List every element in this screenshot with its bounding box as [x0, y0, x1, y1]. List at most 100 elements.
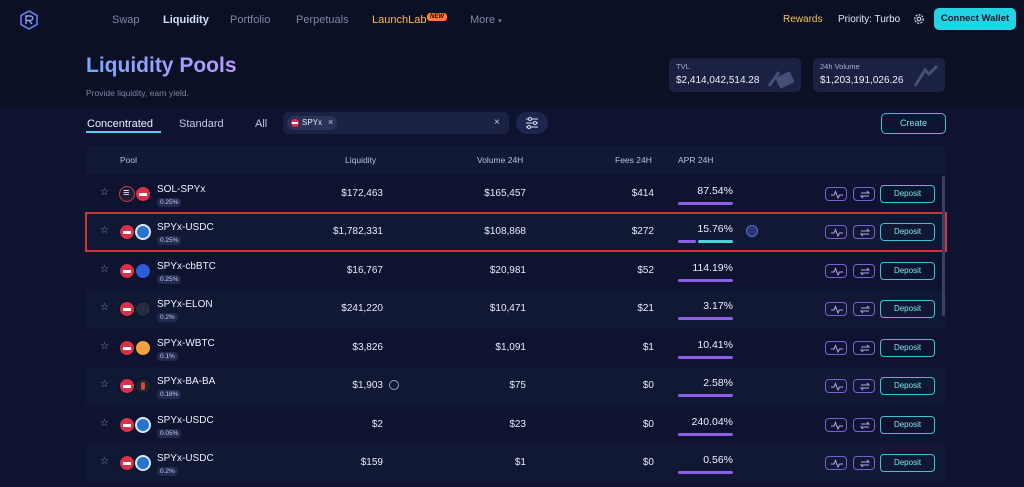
- deposit-button[interactable]: Deposit: [880, 300, 935, 318]
- clear-search-icon[interactable]: ×: [494, 117, 500, 128]
- nav-perpetuals[interactable]: Perpetuals: [296, 14, 349, 26]
- apr-bar-rewards: [698, 240, 733, 243]
- liquidity-value: $172,463: [341, 188, 383, 199]
- deposit-button[interactable]: Deposit: [880, 377, 935, 395]
- volume-value: $108,868: [484, 226, 526, 237]
- apr-bar: [678, 279, 733, 282]
- swap-icon: [859, 382, 871, 391]
- star-icon[interactable]: ☆: [100, 341, 109, 352]
- nav-portfolio[interactable]: Portfolio: [230, 14, 271, 26]
- swap-button[interactable]: [853, 264, 875, 278]
- filter-chip[interactable]: SPYx ×: [287, 116, 337, 130]
- elon-token-icon: [135, 301, 151, 317]
- nav-more[interactable]: More ▾: [470, 14, 502, 26]
- star-icon[interactable]: ☆: [100, 456, 109, 467]
- col-liquidity[interactable]: Liquidity: [345, 155, 377, 165]
- table-row[interactable]: ☆ SPYx-USDC 0.05% $2 $23 $0 240.04% Depo…: [86, 406, 946, 444]
- chart-button[interactable]: [825, 379, 847, 393]
- chart-button[interactable]: [825, 456, 847, 470]
- spyx-token-icon: [119, 263, 135, 279]
- spyx-token-icon: [119, 301, 135, 317]
- deposit-button[interactable]: Deposit: [880, 262, 935, 280]
- chart-button[interactable]: [825, 418, 847, 432]
- star-icon[interactable]: ☆: [100, 302, 109, 313]
- nav-liquidity[interactable]: Liquidity: [163, 14, 209, 26]
- table-row[interactable]: ☆ SOL-SPYx 0.25% $172,463 $165,457 $414 …: [86, 175, 946, 213]
- tab-concentrated[interactable]: Concentrated: [87, 118, 154, 130]
- page-title: Liquidity Pools: [86, 54, 237, 77]
- liquidity-value: $1,903: [352, 380, 383, 391]
- deposit-button[interactable]: Deposit: [880, 454, 935, 472]
- chevron-down-icon: ▾: [498, 18, 502, 25]
- swap-button[interactable]: [853, 456, 875, 470]
- col-pool[interactable]: Pool: [120, 155, 138, 165]
- create-button[interactable]: Create: [881, 113, 946, 134]
- tab-standard[interactable]: Standard: [179, 118, 224, 130]
- table-row[interactable]: ☆ SPYx-USDC 0.2% $159 $1 $0 0.56% Deposi…: [86, 444, 946, 482]
- table-row[interactable]: ☆ SPYx-cbBTC 0.25% $16,767 $20,981 $52 1…: [86, 252, 946, 290]
- swap-button[interactable]: [853, 379, 875, 393]
- chart-button[interactable]: [825, 264, 847, 278]
- refresh-icon: [389, 380, 399, 390]
- chart-button[interactable]: [825, 341, 847, 355]
- page-subtitle: Provide liquidity, earn yield.: [86, 88, 189, 98]
- star-icon[interactable]: ☆: [100, 379, 109, 390]
- gear-icon[interactable]: [912, 12, 926, 26]
- chart-button[interactable]: [825, 302, 847, 316]
- star-icon[interactable]: ☆: [100, 225, 109, 236]
- table-row[interactable]: ☆ SPYx-USDC 0.25% $1,782,331 $108,868 $2…: [85, 212, 947, 252]
- table-row[interactable]: ☆ SPYx-BA-BA 0.18% $1,903 $75 $0 2.58% D…: [86, 367, 946, 405]
- chart-deco-icon: [913, 64, 939, 87]
- swap-button[interactable]: [853, 302, 875, 316]
- liquidity-value: $16,767: [346, 265, 383, 276]
- fee-tier-badge: 0.2%: [157, 467, 178, 476]
- swap-button[interactable]: [853, 225, 875, 239]
- nav-swap[interactable]: Swap: [112, 14, 140, 26]
- deposit-button[interactable]: Deposit: [880, 185, 935, 203]
- tab-underline: [86, 131, 161, 133]
- star-icon[interactable]: ☆: [100, 264, 109, 275]
- apr-value: 10.41%: [697, 339, 733, 351]
- lock-deco-icon: [767, 71, 795, 89]
- priority-selector[interactable]: Priority: Turbo: [838, 14, 901, 25]
- table-scrollbar[interactable]: [942, 176, 945, 316]
- volume-value: $1: [514, 457, 526, 468]
- fee-tier-badge: 0.05%: [157, 429, 182, 438]
- reward-token-icon[interactable]: [746, 225, 758, 237]
- filter-settings-button[interactable]: [516, 112, 548, 134]
- swap-button[interactable]: [853, 341, 875, 355]
- nav-launchlab[interactable]: LaunchLab: [372, 14, 427, 26]
- volume-value: $10,471: [489, 303, 526, 314]
- deposit-button[interactable]: Deposit: [880, 416, 935, 434]
- deposit-button[interactable]: Deposit: [880, 339, 935, 357]
- connect-wallet-button[interactable]: Connect Wallet: [934, 8, 1016, 30]
- chart-button[interactable]: [825, 187, 847, 201]
- chart-button[interactable]: [825, 225, 847, 239]
- table-row[interactable]: ☆ SPYx-ELON 0.2% $241,220 $10,471 $21 3.…: [86, 290, 946, 328]
- table-row[interactable]: ☆ SPYx-WBTC 0.1% $3,826 $1,091 $1 10.41%…: [86, 329, 946, 367]
- pool-name: SOL-SPYx: [157, 184, 206, 195]
- volume-card: 24h Volume $1,203,191,026.26: [813, 58, 945, 92]
- volume-value: $23: [509, 419, 526, 430]
- chip-close-icon[interactable]: ×: [328, 117, 334, 127]
- raydium-logo-icon[interactable]: [20, 10, 38, 30]
- pulse-icon: [831, 459, 843, 468]
- star-icon[interactable]: ☆: [100, 187, 109, 198]
- pulse-icon: [831, 305, 843, 314]
- col-apr[interactable]: APR 24H: [678, 155, 714, 165]
- search-input[interactable]: SPYx × ×: [283, 112, 509, 134]
- swap-button[interactable]: [853, 187, 875, 201]
- swap-icon: [859, 421, 871, 430]
- star-icon[interactable]: ☆: [100, 418, 109, 429]
- swap-button[interactable]: [853, 418, 875, 432]
- rewards-link[interactable]: Rewards: [783, 14, 823, 25]
- fee-tier-badge: 0.25%: [157, 198, 182, 207]
- deposit-button[interactable]: Deposit: [880, 223, 935, 241]
- spyx-token-icon: [119, 417, 135, 433]
- fees-value: $272: [631, 226, 654, 237]
- col-fees[interactable]: Fees 24H: [615, 155, 652, 165]
- col-volume[interactable]: Volume 24H: [477, 155, 524, 165]
- apr-value: 3.17%: [703, 300, 733, 312]
- spyx-token-icon: [135, 186, 151, 202]
- tab-all[interactable]: All: [255, 118, 268, 130]
